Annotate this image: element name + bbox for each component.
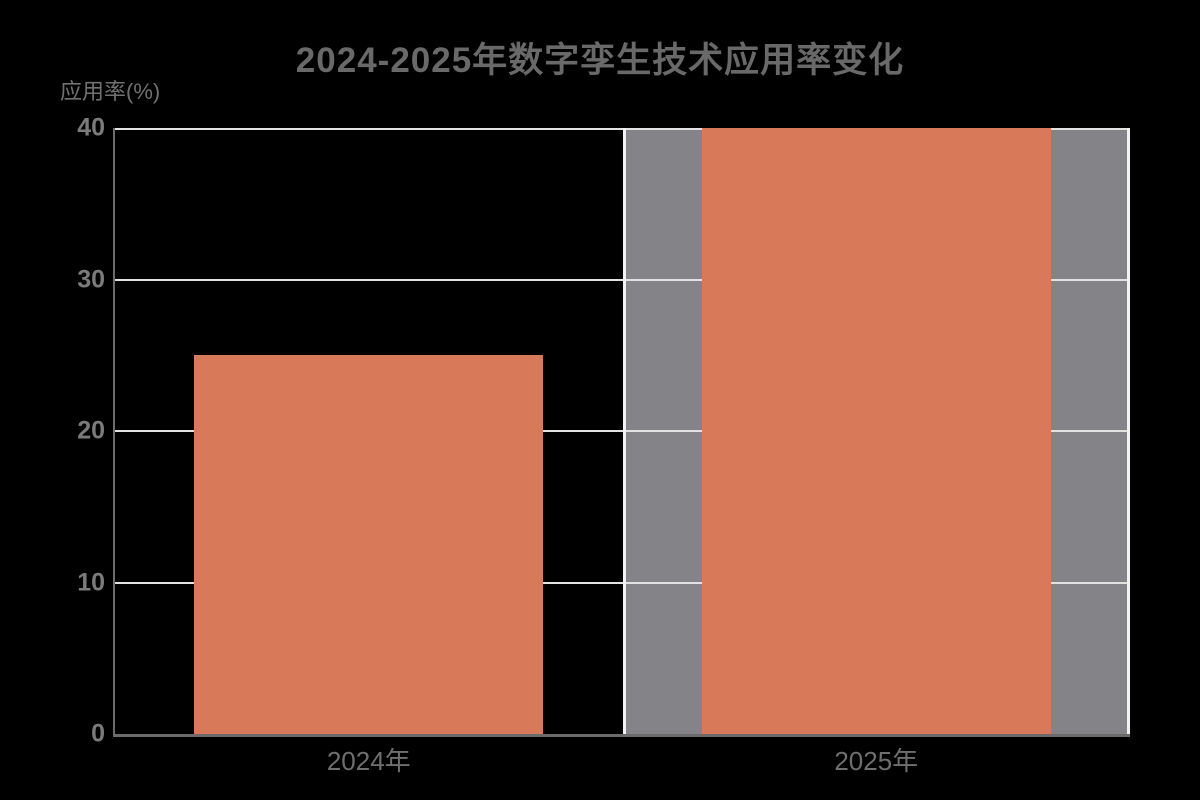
slot-boundary-line [622,128,626,734]
x-axis: 2024年 2025年 [115,746,1130,777]
y-tick-label-0: 0 [91,719,105,748]
bar-2024年 [194,355,544,734]
bar-2025年 [701,128,1051,734]
y-tick-label-20: 20 [77,416,105,445]
x-tick-label-2025年: 2025年 [834,746,919,776]
y-tick-label-30: 30 [77,265,105,293]
y-axis: 0 10 20 30 40 [20,115,105,746]
y-axis-title: 应用率(%) [60,79,161,104]
chart-title: 2024-2025年数字孪生技术应用率变化 [295,41,905,80]
plot-area [113,128,1130,737]
y-tick-label-40: 40 [77,113,105,142]
y-tick-label-10: 10 [77,568,105,596]
x-tick-label-2024年: 2024年 [326,746,411,776]
plot-right-border [1127,128,1130,734]
